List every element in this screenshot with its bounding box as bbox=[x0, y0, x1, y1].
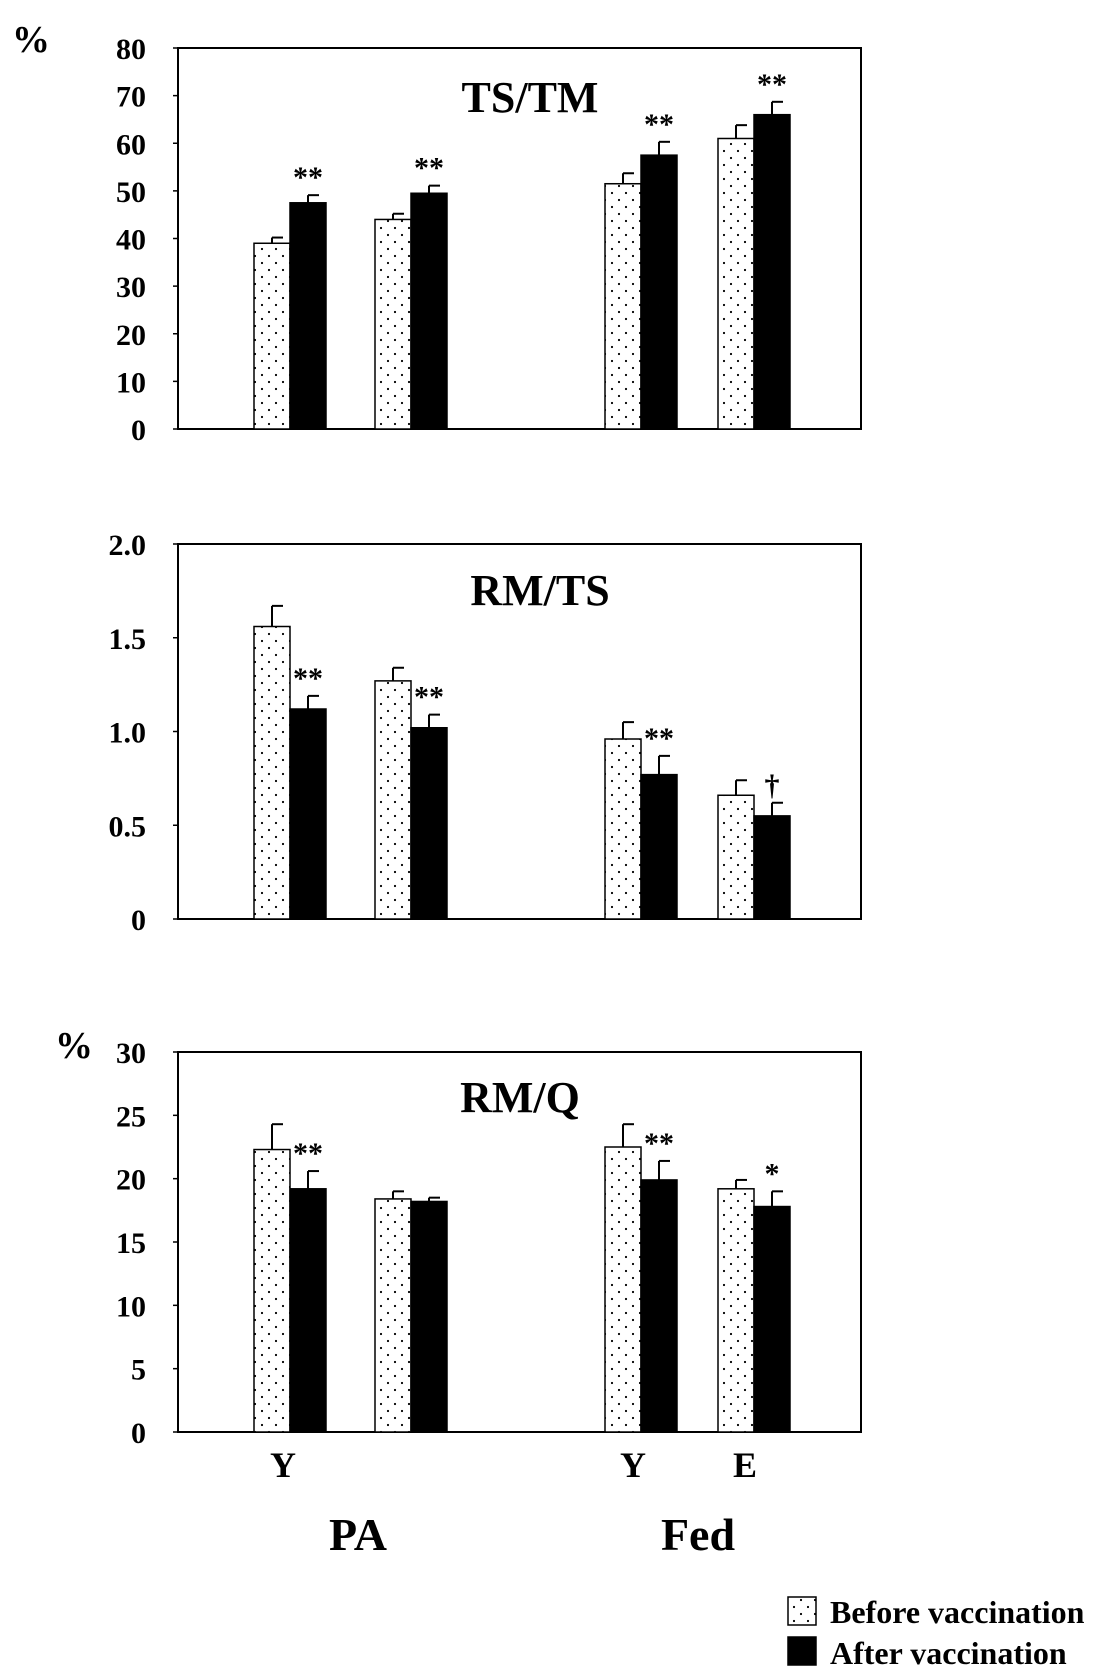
x-label: Y bbox=[620, 1445, 646, 1485]
bar-group: ***** bbox=[254, 1124, 790, 1432]
panel-title: RM/TS bbox=[470, 566, 609, 615]
bar-before-vaccination bbox=[718, 795, 754, 919]
chart-panel-ts-tm: TS/TM % 0 10 20 30 40 50 60 70 80 ** ** ** ** bbox=[12, 19, 861, 447]
bar-before-vaccination bbox=[375, 681, 411, 919]
bar-after-vaccination bbox=[290, 709, 326, 919]
y-tick-labels: 0 10 20 30 40 50 60 70 80 bbox=[116, 33, 178, 447]
legend: Before vaccination After vaccination bbox=[788, 1594, 1085, 1670]
x-label: Y bbox=[270, 1445, 296, 1485]
group-label: PA bbox=[329, 1509, 387, 1560]
bar-after-vaccination bbox=[754, 816, 790, 919]
significance-marker: ** bbox=[293, 662, 323, 695]
bar-before-vaccination bbox=[375, 219, 411, 429]
y-tick-label: 60 bbox=[116, 128, 146, 161]
bar-after-vaccination bbox=[754, 115, 790, 429]
bar-after-vaccination bbox=[411, 728, 447, 919]
bar-after-vaccination bbox=[641, 155, 677, 429]
legend-label-after: After vaccination bbox=[830, 1635, 1067, 1670]
y-tick-label: 80 bbox=[116, 33, 146, 66]
y-tick-label: 0 bbox=[131, 904, 146, 937]
y-tick-label: 30 bbox=[116, 271, 146, 304]
y-tick-label: 10 bbox=[116, 366, 146, 399]
y-tick-label: 70 bbox=[116, 81, 146, 114]
bar-before-vaccination bbox=[375, 1199, 411, 1432]
significance-marker: ** bbox=[293, 161, 323, 194]
significance-marker: * bbox=[765, 1157, 780, 1190]
y-tick-label: 30 bbox=[116, 1037, 146, 1070]
bar-before-vaccination bbox=[254, 243, 290, 429]
unit-label: % bbox=[55, 1025, 93, 1067]
bar-before-vaccination bbox=[605, 184, 641, 429]
bar-after-vaccination bbox=[641, 775, 677, 919]
unit-label: % bbox=[12, 19, 50, 61]
significance-marker: † bbox=[765, 769, 780, 802]
bar-after-vaccination bbox=[411, 193, 447, 429]
y-tick-label: 0 bbox=[131, 414, 146, 447]
bar-before-vaccination bbox=[605, 739, 641, 919]
y-tick-label: 25 bbox=[116, 1100, 146, 1133]
bar-after-vaccination bbox=[290, 1189, 326, 1432]
legend-label-before: Before vaccination bbox=[830, 1594, 1085, 1630]
panel-title: RM/Q bbox=[460, 1073, 580, 1122]
y-tick-label: 40 bbox=[116, 224, 146, 257]
group-label: Fed bbox=[661, 1509, 736, 1560]
y-tick-label: 0.5 bbox=[109, 810, 147, 843]
bar-before-vaccination bbox=[718, 1189, 754, 1432]
y-tick-label: 1.5 bbox=[109, 623, 147, 656]
legend-swatch-before bbox=[788, 1597, 816, 1625]
bar-after-vaccination bbox=[641, 1180, 677, 1432]
significance-marker: ** bbox=[293, 1137, 323, 1170]
significance-marker: ** bbox=[414, 152, 444, 185]
bar-before-vaccination bbox=[254, 1150, 290, 1432]
y-tick-label: 5 bbox=[131, 1354, 146, 1387]
significance-marker: ** bbox=[414, 681, 444, 714]
y-tick-label: 10 bbox=[116, 1290, 146, 1323]
bar-before-vaccination bbox=[254, 627, 290, 920]
y-tick-label: 1.0 bbox=[109, 717, 147, 750]
bar-before-vaccination bbox=[718, 138, 754, 429]
significance-marker: ** bbox=[644, 1127, 674, 1160]
bar-after-vaccination bbox=[411, 1201, 447, 1432]
panel-title: TS/TM bbox=[462, 73, 599, 122]
legend-swatch-after bbox=[788, 1637, 816, 1665]
y-tick-labels: 0 0.5 1.0 1.5 2.0 bbox=[109, 529, 179, 937]
bar-after-vaccination bbox=[290, 203, 326, 429]
chart-panel-rm-ts: RM/TS 0 0.5 1.0 1.5 2.0 ** ** ** † bbox=[109, 529, 862, 937]
y-tick-label: 50 bbox=[116, 176, 146, 209]
y-tick-label: 20 bbox=[116, 1164, 146, 1197]
y-tick-label: 2.0 bbox=[109, 529, 147, 562]
y-tick-label: 20 bbox=[116, 319, 146, 352]
bar-before-vaccination bbox=[605, 1147, 641, 1432]
x-label: E bbox=[733, 1445, 757, 1485]
significance-marker: ** bbox=[644, 722, 674, 755]
significance-marker: ** bbox=[644, 108, 674, 141]
y-tick-label: 0 bbox=[131, 1417, 146, 1450]
bar-after-vaccination bbox=[754, 1207, 790, 1432]
chart-panel-rm-q: RM/Q % 051015202530 ***** bbox=[55, 1025, 861, 1450]
bar-group: ** ** ** † bbox=[254, 606, 790, 919]
y-tick-labels: 0 5 10 15 20 25 30 bbox=[116, 1037, 178, 1450]
significance-marker: ** bbox=[757, 68, 787, 101]
y-tick-label: 15 bbox=[116, 1227, 146, 1260]
